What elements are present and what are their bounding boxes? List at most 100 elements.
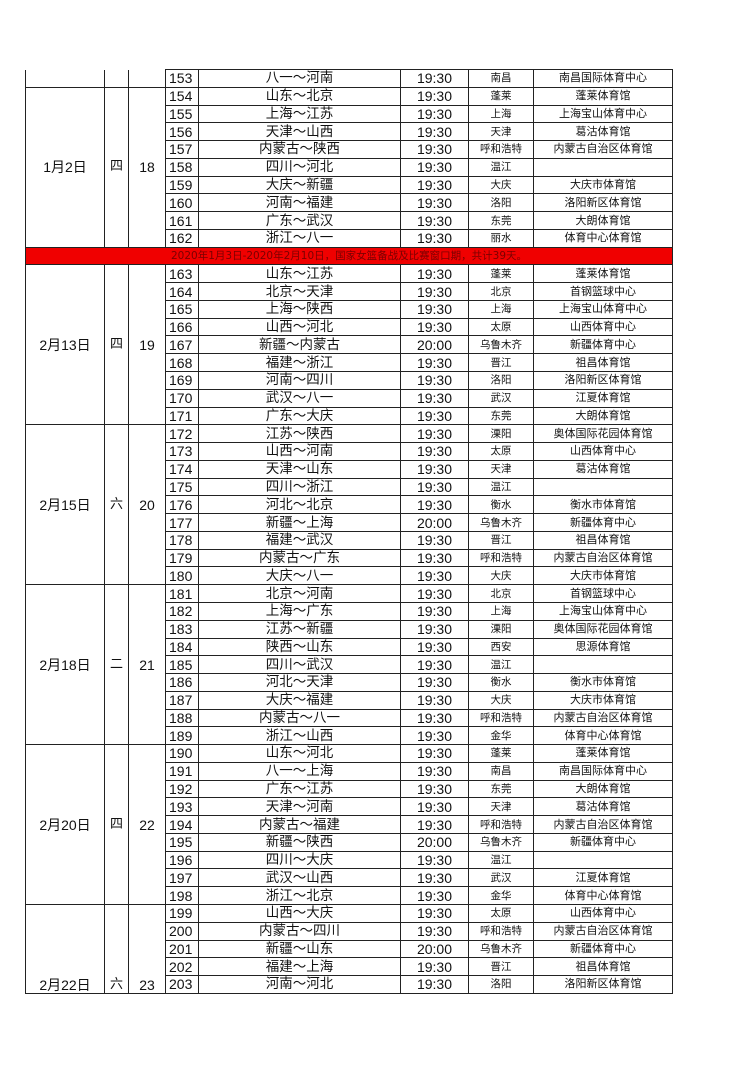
game-number: 158: [165, 157, 199, 177]
match-teams: 山东～北京: [198, 86, 401, 106]
game-venue: [533, 157, 673, 177]
game-city: 大庆: [468, 690, 534, 710]
match-teams: 河北～天津: [198, 673, 401, 692]
game-city: 天津: [468, 797, 534, 817]
game-city: 乌鲁木齐: [468, 335, 534, 355]
game-city: 温江: [468, 477, 534, 497]
match-teams: 大庆～福建: [198, 690, 401, 710]
table-row: 157 内蒙古～陕西 19:30 呼和浩特 内蒙古自治区体育馆: [26, 140, 673, 159]
game-time: 19:30: [400, 371, 469, 390]
table-row: 198 浙江～北京 19:30 金华 体育中心体育馆: [26, 886, 673, 905]
table-row: 169 河南～四川 19:30 洛阳 洛阳新区体育馆: [26, 371, 673, 390]
game-city: 上海: [468, 299, 534, 319]
game-city: 金华: [468, 886, 534, 905]
table-row: 191 八一～上海 19:30 南昌 南昌国际体育中心: [26, 761, 673, 781]
game-time: 19:30: [400, 744, 469, 763]
game-venue: 洛阳新区体育馆: [533, 371, 673, 390]
match-teams: 大庆～八一: [198, 566, 401, 586]
game-venue: [533, 655, 673, 675]
game-number: 193: [165, 797, 199, 817]
weekday-cell: 六: [104, 903, 129, 994]
game-time: 19:30: [400, 86, 469, 106]
game-venue: 南昌国际体育中心: [533, 69, 673, 88]
game-city: 太原: [468, 903, 534, 923]
game-venue: 内蒙古自治区体育馆: [533, 708, 673, 728]
game-time: 19:30: [400, 157, 469, 177]
game-city: 晋江: [468, 353, 534, 373]
game-time: 19:30: [400, 317, 469, 337]
weekday-cell: 四: [104, 264, 129, 426]
game-venue: 大朗体育馆: [533, 779, 673, 799]
table-row: 2月22日六 23 199 山西～大庆 19:30 太原 山西体育中心: [25, 903, 673, 994]
game-city: 北京: [468, 282, 534, 301]
weekday-cell: 四: [104, 86, 129, 248]
game-city: 洛阳: [468, 371, 534, 390]
table-row: 2月20日四 22 190 山东～河北 19:30 蓬莱 蓬莱体育馆: [25, 744, 673, 905]
game-number: 160: [165, 193, 199, 213]
game-venue: 蓬莱体育馆: [533, 744, 673, 763]
game-time: 19:30: [400, 815, 469, 834]
game-number: 189: [165, 726, 199, 746]
match-teams: 浙江～八一: [198, 228, 401, 248]
game-number: 191: [165, 761, 199, 781]
game-venue: 奥体国际花园体育馆: [533, 424, 673, 444]
game-city: 乌鲁木齐: [468, 832, 534, 852]
game-time: 19:30: [400, 388, 469, 408]
game-number: 159: [165, 175, 199, 195]
game-time: 19:30: [400, 104, 469, 124]
game-venue: 上海宝山体育中心: [533, 299, 673, 319]
game-time: 19:30: [400, 975, 469, 994]
table-row: 1月2日四 18 154 山东～北京 19:30 蓬莱 蓬莱体育馆: [25, 86, 673, 248]
game-time: 19:30: [400, 690, 469, 710]
game-number: 181: [165, 584, 199, 603]
game-venue: 大庆市体育馆: [533, 566, 673, 586]
game-number: 190: [165, 744, 199, 763]
game-number: 177: [165, 513, 199, 532]
match-teams: 天津～河南: [198, 797, 401, 817]
game-time: 19:30: [400, 619, 469, 639]
match-teams: 天津～山东: [198, 459, 401, 479]
game-time: 19:30: [400, 495, 469, 515]
window-period-banner-row: 2020年1月3日-2020年2月10日，国家女篮备战及比赛窗口期，共计39天。: [25, 246, 673, 266]
game-number: 174: [165, 459, 199, 479]
table-row: 167 新疆～内蒙古 20:00 乌鲁木齐 新疆体育中心: [26, 335, 673, 355]
game-city: 洛阳: [468, 193, 534, 213]
game-city: 呼和浩特: [468, 548, 534, 568]
game-time: 19:30: [400, 601, 469, 621]
game-time: 19:30: [400, 761, 469, 781]
match-teams: 陕西～山东: [198, 637, 401, 657]
table-row: 155 上海～江苏 19:30 上海 上海宝山体育中心: [26, 104, 673, 124]
game-number: 176: [165, 495, 199, 515]
match-teams: 河南～四川: [198, 371, 401, 390]
game-city: 晋江: [468, 530, 534, 550]
game-number: 178: [165, 530, 199, 550]
table-row: 153 八一～河南 19:30 南昌 南昌国际体育中心: [25, 69, 673, 88]
game-time: 19:30: [400, 69, 469, 88]
match-teams: 八一～河南: [198, 69, 401, 88]
game-venue: 体育中心体育馆: [533, 228, 673, 248]
round-cell: [128, 69, 166, 88]
game-time: 19:30: [400, 140, 469, 159]
match-teams: 四川～河北: [198, 157, 401, 177]
match-teams: 山西～河南: [198, 442, 401, 461]
table-row: 158 四川～河北 19:30 温江: [26, 157, 673, 177]
game-city: 天津: [468, 122, 534, 142]
table-row: 196 四川～大庆 19:30 温江: [26, 850, 673, 870]
match-teams: 广东～武汉: [198, 211, 401, 230]
game-number: 194: [165, 815, 199, 834]
game-city: 蓬莱: [468, 86, 534, 106]
game-time: 19:30: [400, 655, 469, 675]
game-number: 202: [165, 957, 199, 977]
table-row: 180 大庆～八一 19:30 大庆 大庆市体育馆: [26, 566, 673, 586]
game-time: 19:30: [400, 459, 469, 479]
table-row: 168 福建～浙江 19:30 晋江 祖昌体育馆: [26, 353, 673, 373]
match-teams: 上海～陕西: [198, 299, 401, 319]
match-teams: 内蒙古～陕西: [198, 140, 401, 159]
game-venue: 大朗体育馆: [533, 211, 673, 230]
game-time: 20:00: [400, 939, 469, 959]
game-city: 蓬莱: [468, 744, 534, 763]
table-row: 202 福建～上海 19:30 晋江 祖昌体育馆: [26, 957, 673, 977]
match-teams: 福建～上海: [198, 957, 401, 977]
match-teams: 四川～大庆: [198, 850, 401, 870]
game-venue: 新疆体育中心: [533, 832, 673, 852]
